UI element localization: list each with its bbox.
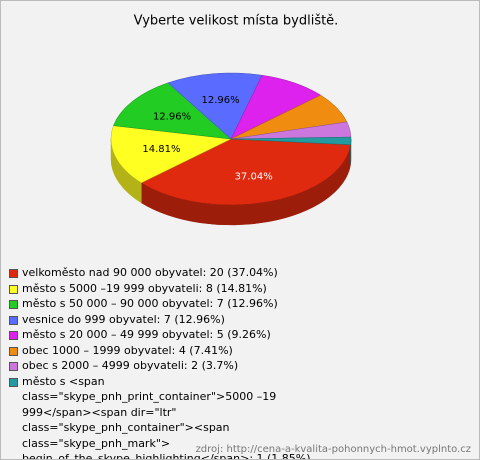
legend-item: obec 1000 – 1999 obyvatel: 4 (7.41%)	[9, 343, 312, 359]
legend-swatch	[9, 315, 18, 325]
pie-slice	[113, 82, 232, 140]
pie-slice	[140, 138, 351, 206]
chart-title: Vyberte velikost místa bydliště.	[134, 14, 339, 29]
source-note: zdroj: http://cena-a-kvalita-pohonnych-h…	[195, 444, 471, 455]
legend-label: město s 50 000 – 90 000 obyvatel: 7 (12.…	[22, 297, 278, 310]
legend-item: vesnice do 999 obyvatel: 7 (12.96%)	[9, 312, 312, 328]
legend-swatch	[9, 269, 18, 278]
legend-label: velkoměsto nad 90 000 obyvatel: 20 (37.0…	[22, 266, 278, 279]
legend-swatch	[9, 300, 18, 309]
legend-label: obec 1000 – 1999 obyvatel: 4 (7.41%)	[22, 343, 233, 357]
legend-swatch	[9, 331, 18, 340]
data-label: 12.96%	[153, 111, 191, 122]
legend-label: město s <span class="skype_pnh_print_con…	[22, 374, 311, 460]
legend-label: obec s 2000 – 4999 obyvateli: 2 (3.7%)	[22, 359, 239, 372]
legend-swatch	[9, 377, 18, 387]
legend-label: město s 5000 –19 999 obyvateli: 8 (14.81…	[22, 281, 267, 295]
pie-slice	[167, 72, 263, 140]
legend-item: město s <span class="skype_pnh_print_con…	[9, 374, 312, 460]
legend-item: město s 50 000 – 90 000 obyvatel: 7 (12.…	[9, 296, 312, 312]
legend-swatch	[9, 362, 18, 371]
pie-slice	[110, 125, 232, 184]
legend-item: město s 5000 –19 999 obyvateli: 8 (14.81…	[9, 281, 312, 297]
data-label: 37.04%	[235, 172, 273, 183]
legend-swatch	[9, 346, 18, 356]
legend-item: obec s 2000 – 4999 obyvateli: 2 (3.7%)	[9, 358, 312, 374]
legend-item: město s 20 000 – 49 999 obyvatel: 5 (9.2…	[9, 327, 312, 343]
pie-slice	[230, 136, 352, 146]
data-label: 14.81%	[142, 144, 180, 155]
legend-label: město s 20 000 – 49 999 obyvatel: 5 (9.2…	[22, 328, 271, 341]
legend-label: vesnice do 999 obyvatel: 7 (12.96%)	[22, 312, 225, 326]
chart: Vyberte velikost místa bydliště. 37.04% 1…	[110, 14, 352, 226]
legend-item: velkoměsto nad 90 000 obyvatel: 20 (37.0…	[9, 265, 312, 281]
legend: velkoměsto nad 90 000 obyvatel: 20 (37.0…	[9, 265, 312, 460]
data-label: 12.96%	[201, 95, 239, 106]
legend-swatch	[9, 284, 18, 294]
